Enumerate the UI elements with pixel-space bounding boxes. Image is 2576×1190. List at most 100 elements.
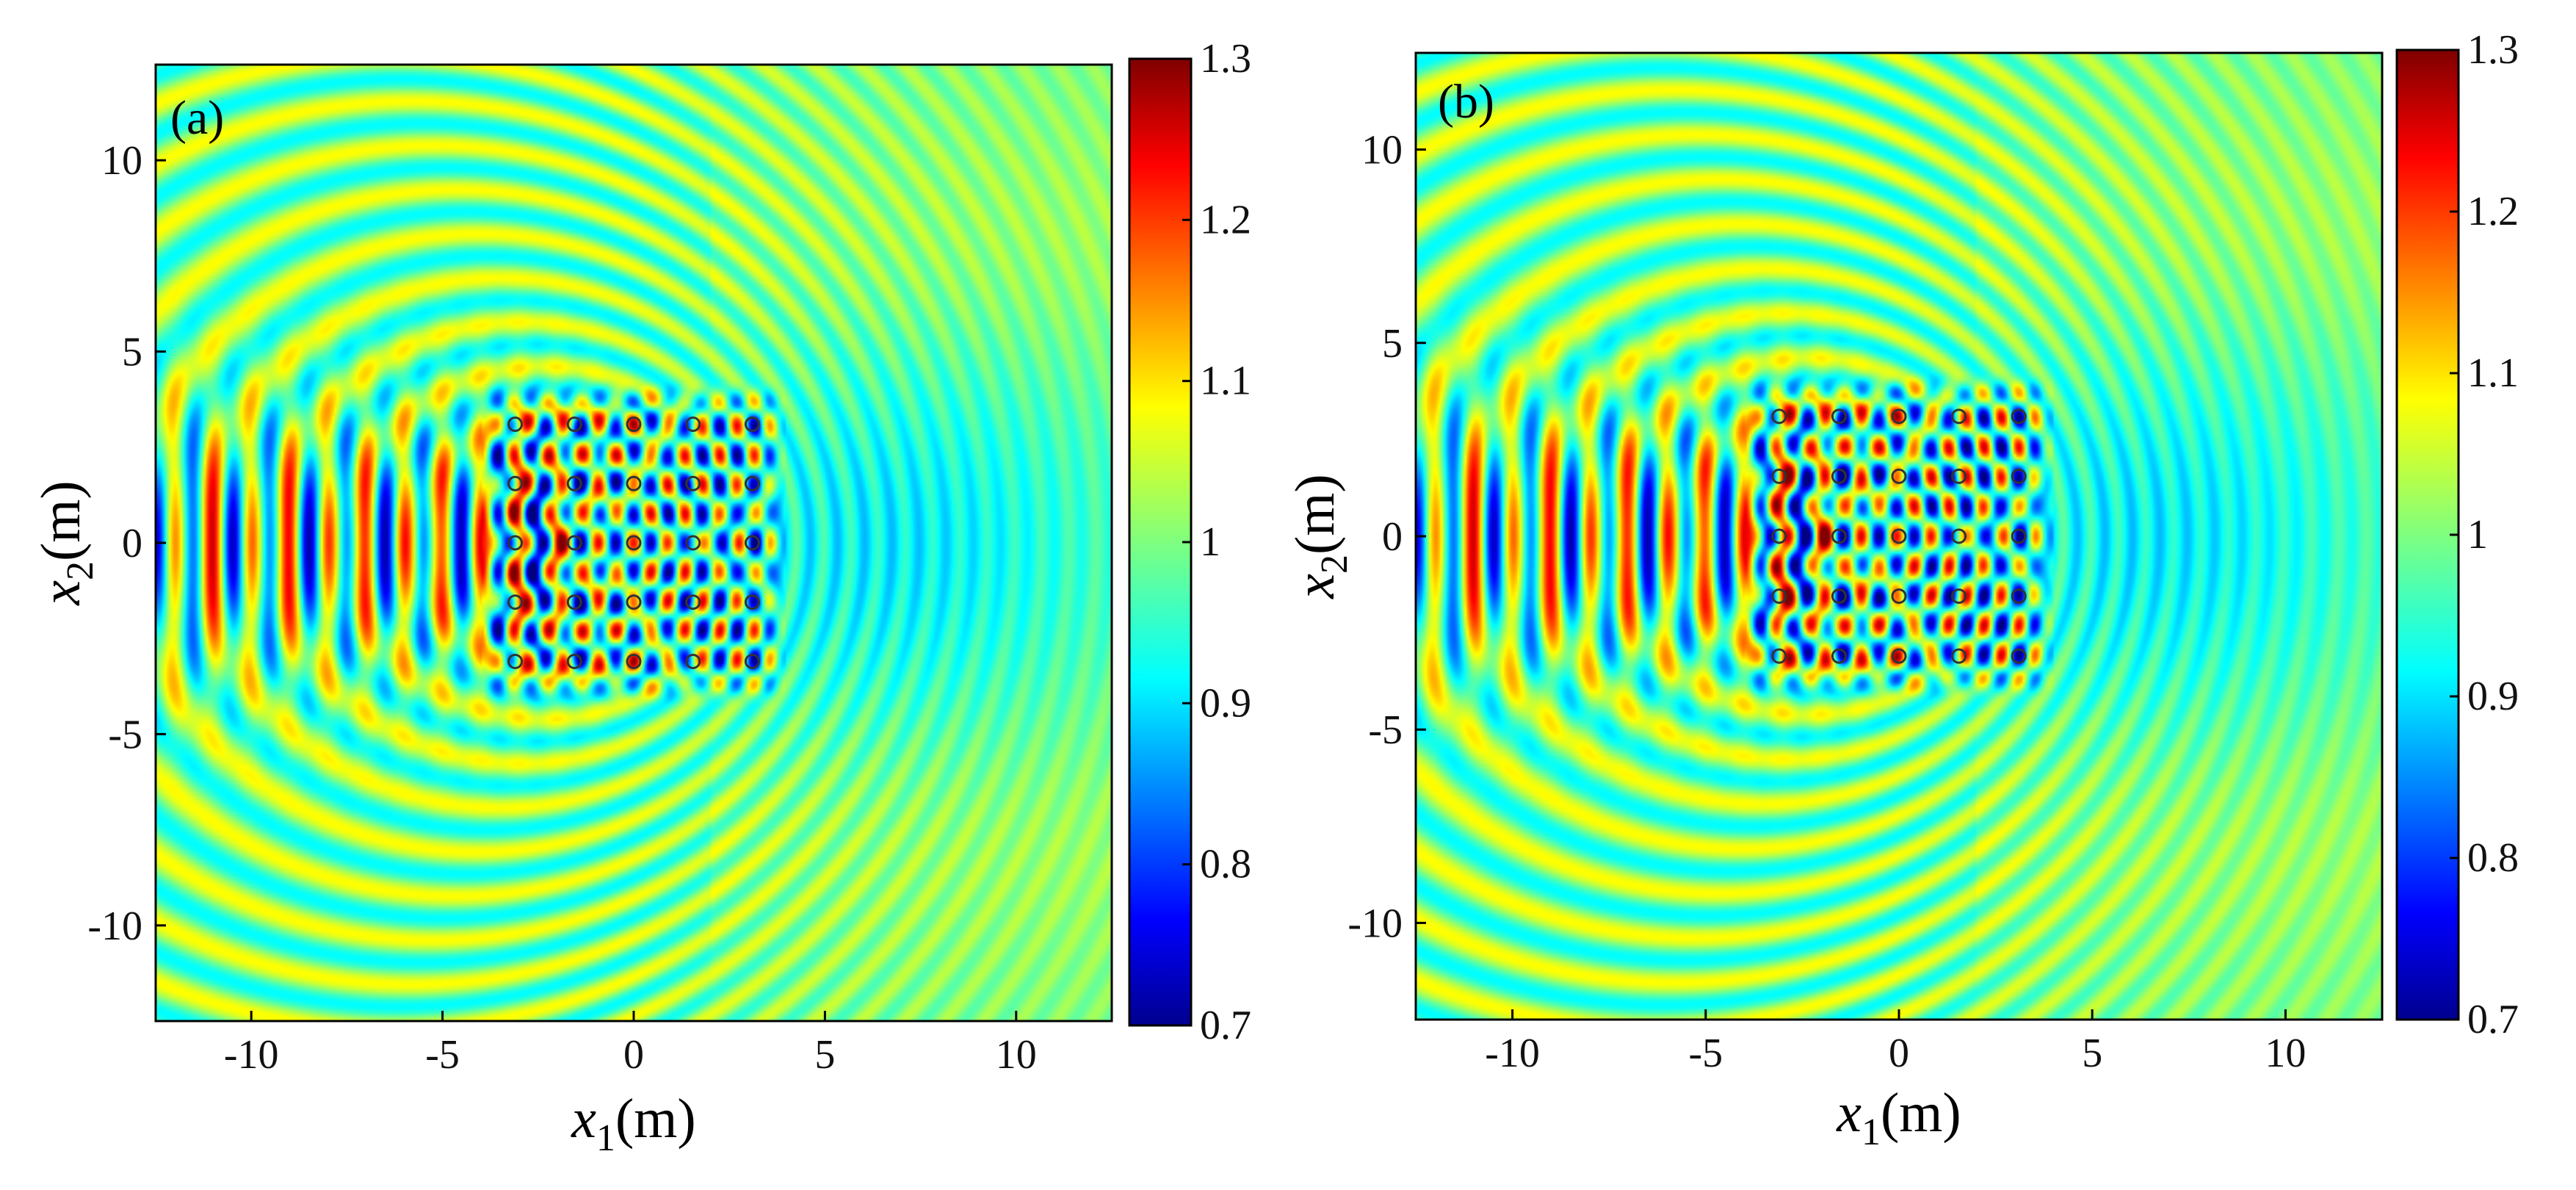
colorbar-tick-label: 0.9 — [2467, 674, 2519, 719]
y-ticks: 10 5 0 -5 -10 — [87, 138, 166, 949]
cylinder-marker — [626, 416, 642, 433]
x-tick-label: 10 — [996, 1032, 1037, 1078]
colorbar-tick-label: 0.8 — [2467, 835, 2519, 881]
colorbar — [1128, 57, 1193, 1027]
colorbar — [2395, 48, 2460, 1021]
cylinder-marker — [566, 653, 582, 669]
colorbar-tick-label: 1.1 — [2467, 350, 2519, 396]
x-tick-label: 10 — [2265, 1031, 2306, 1076]
x-tick-label: -5 — [1688, 1031, 1723, 1076]
cylinder-marker — [507, 653, 524, 669]
x-tick-label: 5 — [814, 1032, 835, 1078]
colorbar-tick-label: 1.2 — [1200, 197, 1251, 242]
y-tick-label: 5 — [1382, 321, 1403, 367]
colorbar-tick-label: 0.7 — [2467, 997, 2519, 1042]
x-tick-label: -10 — [1485, 1031, 1540, 1076]
y-tick-label: -5 — [108, 712, 142, 757]
cylinder-marker — [626, 653, 642, 669]
colorbar-tick-label: 1 — [1200, 519, 1220, 565]
cylinder-marker — [566, 594, 582, 610]
y-tick-label: 5 — [122, 330, 142, 375]
cylinder-marker — [1891, 588, 1907, 605]
panel-label: (b) — [1438, 75, 1494, 129]
cylinder-marker — [2011, 528, 2027, 544]
field-heatmap — [156, 65, 1112, 1021]
cylinder-marker — [566, 416, 582, 433]
cylinder-marker — [1771, 528, 1787, 544]
field-heatmap — [1416, 53, 2382, 1020]
y-tick-label: 0 — [122, 521, 142, 566]
colorbar-tick-label: 1.3 — [2467, 27, 2519, 73]
cylinder-marker — [626, 594, 642, 610]
cylinder-marker — [1891, 648, 1907, 664]
cylinder-marker — [1891, 468, 1907, 484]
cylinder-marker — [685, 594, 701, 610]
cylinder-marker — [1951, 468, 1967, 484]
cylinder-marker — [685, 475, 701, 491]
cylinder-marker — [1831, 648, 1847, 664]
x-tick-label: -5 — [425, 1032, 460, 1078]
cylinder-marker — [1891, 408, 1907, 425]
cylinder-marker — [1771, 588, 1787, 605]
cylinder-marker — [2011, 408, 2027, 425]
cylinder-marker — [1771, 468, 1787, 484]
cylinder-marker — [685, 653, 701, 669]
cylinder-marker — [1771, 408, 1787, 425]
cylinder-marker — [744, 594, 760, 610]
colorbar-tick-label: 0.9 — [1200, 680, 1251, 726]
cylinder-marker — [744, 653, 760, 669]
x-tick-label: 5 — [2082, 1031, 2102, 1076]
cylinder-marker — [1831, 528, 1847, 544]
x-tick-label: 0 — [623, 1032, 644, 1078]
colorbar-tick-label: 1.2 — [2467, 189, 2519, 234]
y-tick-label: 0 — [1382, 514, 1403, 560]
cylinder-marker — [507, 535, 524, 551]
colorbar-ticks: 1.3 1.2 1.1 1 0.9 0.8 0.7 — [2450, 27, 2519, 1042]
cylinder-marker — [744, 535, 760, 551]
y-axis-label: x2(m) — [30, 480, 101, 605]
cylinder-marker — [744, 416, 760, 433]
cylinder-marker — [566, 535, 582, 551]
cylinder-marker — [1951, 528, 1967, 544]
cylinder-marker — [685, 416, 701, 433]
x-axis-label: x1(m) — [571, 1088, 695, 1159]
cylinder-marker — [507, 594, 524, 610]
cylinder-marker — [1771, 648, 1787, 664]
cylinder-marker — [2011, 588, 2027, 605]
cylinder-marker — [1891, 528, 1907, 544]
cylinder-marker — [2011, 468, 2027, 484]
x-ticks: -10 -5 0 5 10 — [224, 1011, 1037, 1078]
y-tick-label: -10 — [1347, 901, 1403, 946]
x-axis-label: x1(m) — [1836, 1082, 1961, 1153]
cylinder-marker — [507, 416, 524, 433]
colorbar-tick-label: 1.3 — [1200, 36, 1251, 82]
cylinder-marker — [566, 475, 582, 491]
cylinder-marker — [626, 475, 642, 491]
cylinder-marker — [744, 475, 760, 491]
cylinder-marker — [1831, 408, 1847, 425]
y-tick-label: -10 — [87, 904, 142, 949]
cylinder-marker — [1831, 588, 1847, 605]
y-tick-label: 10 — [101, 138, 142, 184]
cylinder-marker — [685, 535, 701, 551]
x-tick-label: 0 — [1889, 1031, 1909, 1076]
y-ticks: 10 5 0 -5 -10 — [1347, 128, 1426, 946]
colorbar-tick-label: 0.8 — [1200, 842, 1251, 887]
y-axis-label: x2(m) — [1284, 474, 1356, 599]
colorbar-tick-label: 1.1 — [1200, 358, 1251, 404]
cylinder-marker — [1951, 648, 1967, 664]
cylinder-marker — [507, 475, 524, 491]
y-tick-label: 10 — [1361, 128, 1403, 173]
cylinder-marker — [1951, 588, 1967, 605]
panel-label: (a) — [170, 91, 224, 145]
cylinder-marker — [2011, 648, 2027, 664]
x-ticks: -10 -5 0 5 10 — [1485, 1009, 2306, 1076]
cylinder-marker — [626, 535, 642, 551]
y-tick-label: -5 — [1368, 707, 1403, 753]
cylinder-marker — [1951, 408, 1967, 425]
colorbar-tick-label: 1 — [2467, 512, 2488, 558]
cylinder-array — [1771, 408, 2027, 664]
